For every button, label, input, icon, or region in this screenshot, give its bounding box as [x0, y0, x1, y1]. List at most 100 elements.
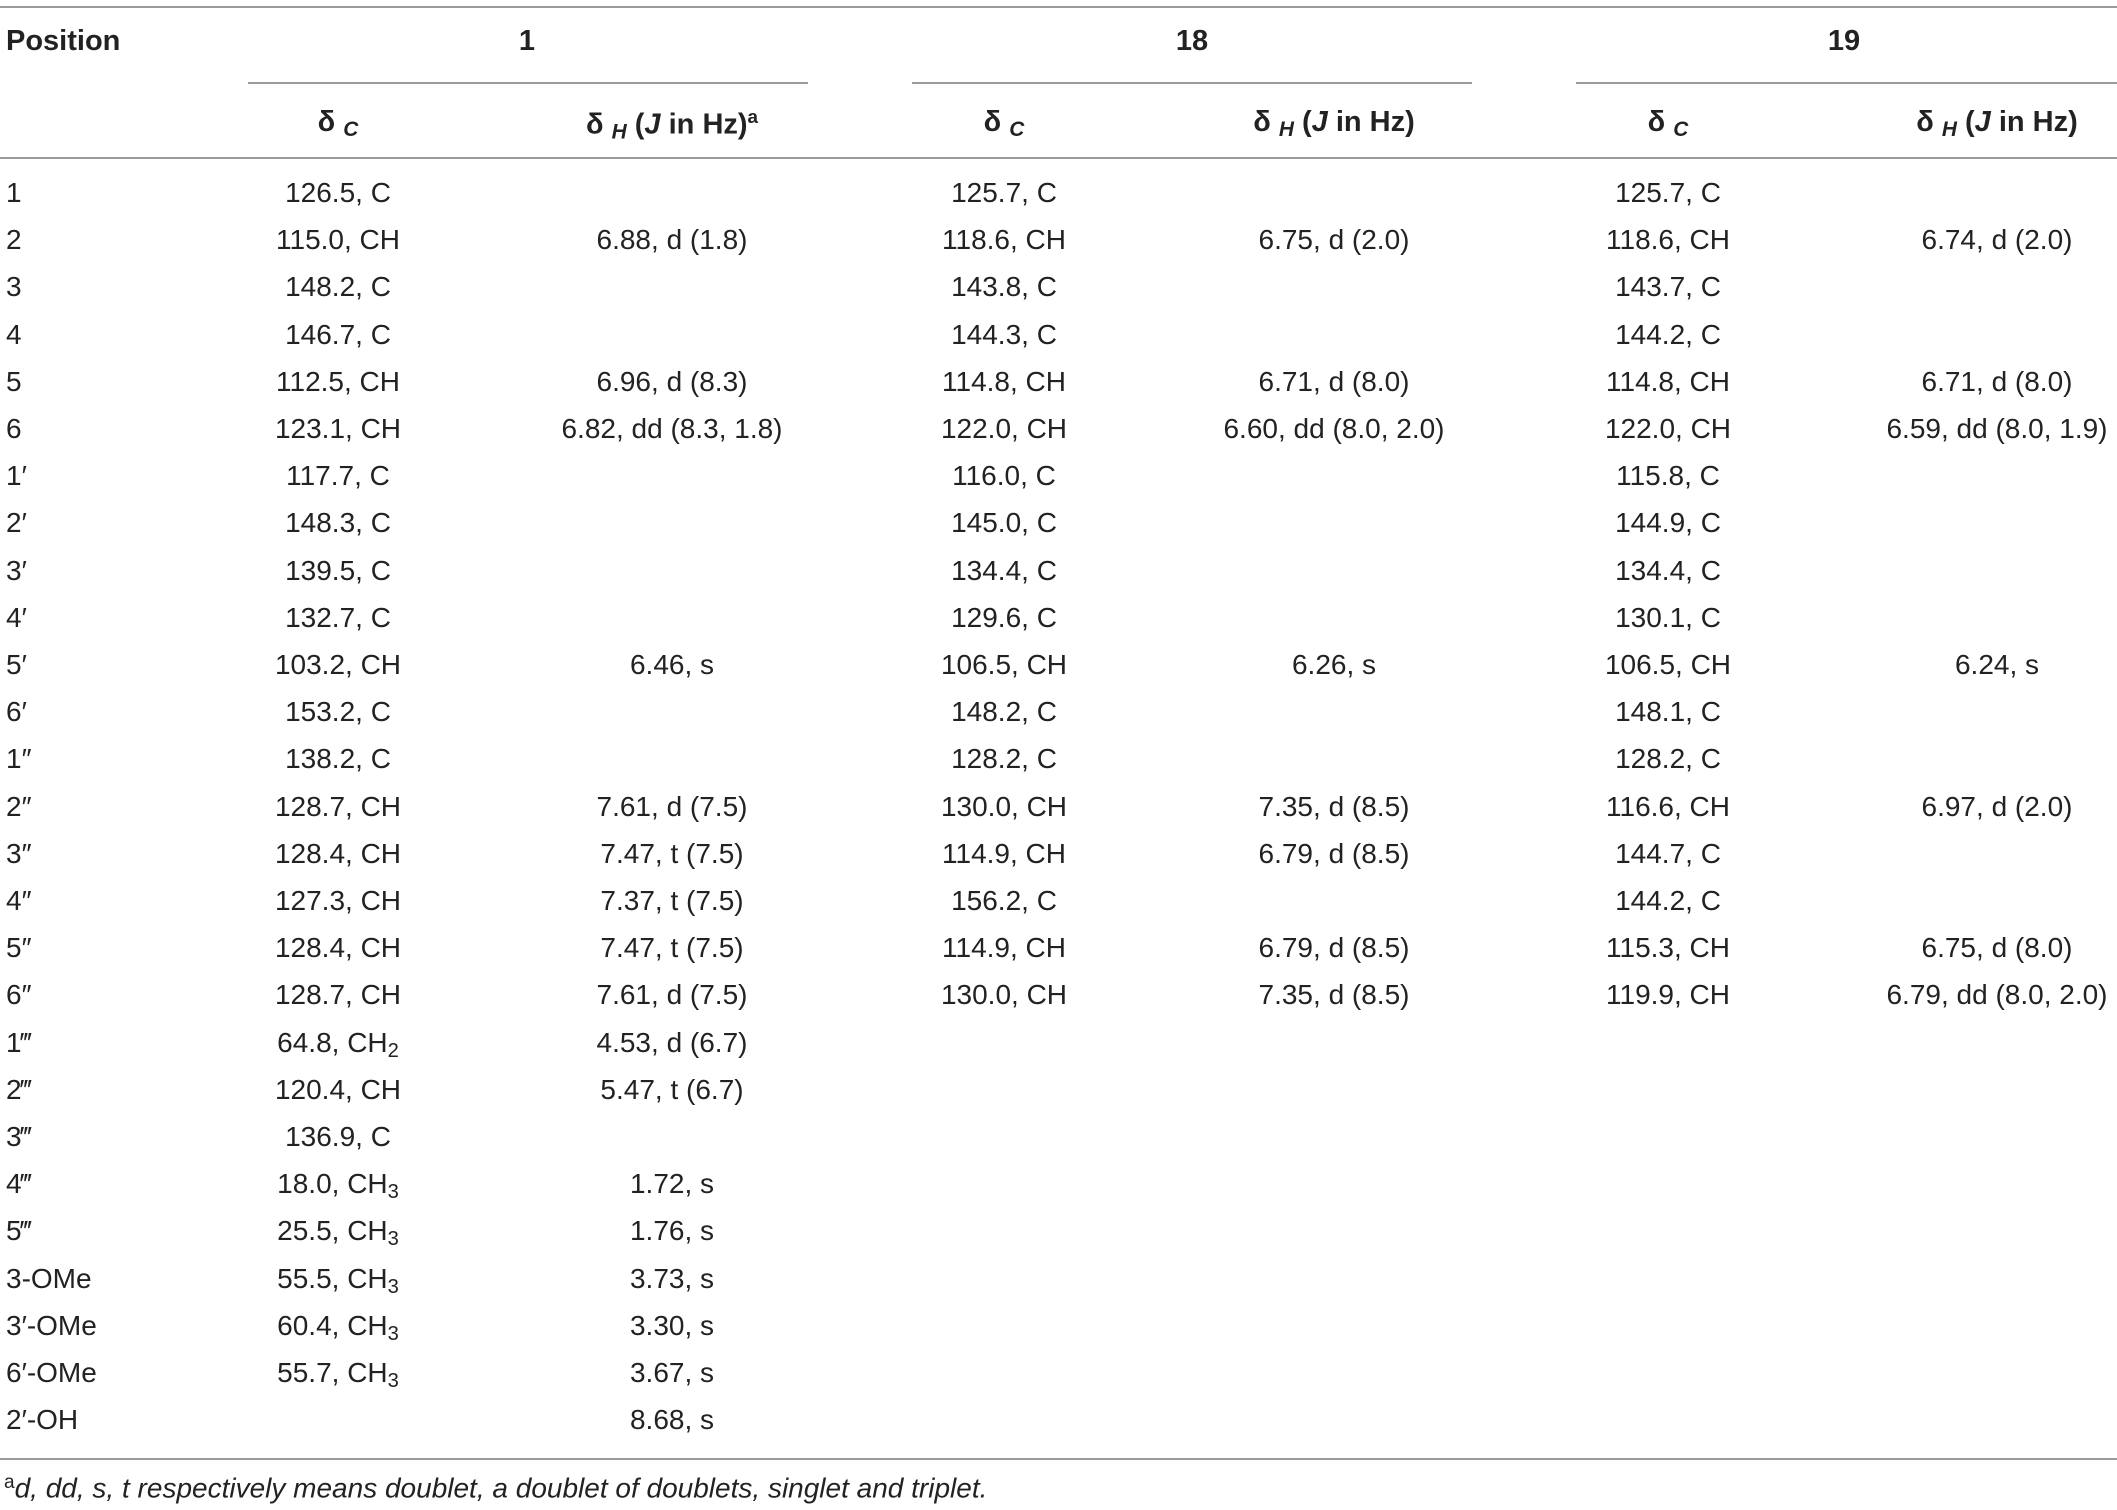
cell-delta-c: 115.8, C [1616, 460, 1720, 492]
cell-delta-h: 6.82, dd (8.3, 1.8) [561, 413, 783, 444]
cell-delta-c: 126.5, C [285, 177, 391, 208]
cell-delta-c: 143.8, C [951, 271, 1057, 303]
cell-delta-c: 114.9, CH [942, 932, 1066, 964]
cell-position: 6′-OMe [6, 1357, 97, 1388]
cell-delta-h: 6.88, d (1.8) [596, 224, 748, 256]
cell-position: 1′ [6, 460, 27, 492]
cell-delta-c: 116.6, CH [1606, 790, 1730, 822]
cell-delta-h: 6.74, d (2.0) [1921, 224, 2073, 256]
cell-delta-c: 139.5, C [285, 554, 391, 586]
cell-delta-c: 128.7, CH [274, 979, 402, 1011]
cell-delta-h: 7.61, d (7.5) [596, 790, 748, 822]
cell-delta-c: 143.7, C [1615, 271, 1721, 303]
cell-delta-h: 7.35, d (8.5) [1258, 979, 1410, 1011]
cell-delta-c: 125.7, C [1615, 177, 1721, 208]
table-row: 3″ 128.4, CH 7.47, t (7.5) 114.9, CH 6.79, d… [0, 831, 2117, 877]
cell-delta-c: 136.9, C [285, 1121, 391, 1152]
cell-position: 6 [6, 413, 22, 444]
table-row: 1″ 138.2, C 128.2, C 128.2, C [0, 736, 2117, 782]
cell-position: 5″ [6, 932, 32, 964]
table-row: 2″ 128.7, CH 7.61, d (7.5) 130.0, CH 7.35, d… [0, 784, 2117, 830]
cell-delta-c: 127.3, CH [274, 885, 402, 916]
cell-delta-c: 128.4, CH [274, 932, 402, 964]
cell-delta-h: 7.35, d (8.5) [1258, 790, 1410, 822]
cell-delta-h: 6.79, d (8.5) [1258, 837, 1410, 869]
cell-delta-h: 6.97, d (2.0) [1921, 790, 2073, 822]
cell-delta-c: 129.6, C [951, 601, 1057, 633]
cell-delta-c: 123.1, CH [274, 413, 402, 444]
cell-delta-c: 148.2, C [951, 696, 1057, 728]
cell-delta-h: 7.47, t (7.5) [600, 837, 744, 869]
table-row: 3 148.2, C 143.8, C 143.7, C [0, 264, 2117, 310]
footnote: ad, dd, s, t respectively means doublet,… [4, 1472, 987, 1505]
cell-position: 3′ [6, 554, 27, 586]
cell-delta-h: 8.68, s [629, 1404, 715, 1436]
cell-delta-c: 117.7, C [286, 460, 390, 492]
cell-delta-h: 5.47, t (6.7) [600, 1073, 744, 1105]
cell-position: 5′ [6, 649, 27, 680]
cell-delta-h: 6.24, s [1954, 649, 2040, 680]
subheader-delta-c: δ C [317, 106, 359, 142]
table-row: 3′ 139.5, C 134.4, C 134.4, C [0, 548, 2117, 594]
cell-delta-h: 6.75, d (2.0) [1258, 224, 1410, 256]
cell-delta-h: 6.71, d (8.0) [1921, 365, 2073, 397]
cell-delta-h: 6.75, d (8.0) [1921, 932, 2073, 964]
cell-position: 4‴ [6, 1168, 32, 1200]
cell-delta-c: 148.2, C [285, 271, 391, 303]
cell-position: 2 [6, 224, 22, 256]
table-row: 5″ 128.4, CH 7.47, t (7.5) 114.9, CH 6.79, d… [0, 925, 2117, 971]
cell-delta-c: 115.0, CH [276, 224, 400, 256]
cell-delta-c: 138.2, C [285, 743, 391, 775]
cell-delta-h: 7.47, t (7.5) [600, 932, 744, 964]
cell-delta-c: 106.5, CH [940, 649, 1068, 680]
cell-delta-h: 3.73, s [629, 1262, 715, 1294]
cell-delta-c: 128.2, C [1615, 743, 1721, 775]
table-row: 5 112.5, CH 6.96, d (8.3) 114.8, CH 6.71, d … [0, 359, 2117, 405]
group-19-rule [1576, 82, 2117, 84]
cell-delta-c: 106.5, CH [1604, 649, 1732, 680]
table-row: 3‴ 136.9, C [0, 1114, 2117, 1160]
cell-delta-h: 1.76, s [629, 1215, 715, 1247]
table-row: 6 123.1, CH 6.82, dd (8.3, 1.8) 122.0, CH 6.… [0, 406, 2117, 452]
cell-delta-c: 114.8, CH [1606, 365, 1730, 397]
cell-delta-h: 1.72, s [629, 1168, 715, 1200]
cell-delta-c: 148.3, C [285, 507, 391, 539]
table-row: 6′ 153.2, C 148.2, C 148.1, C [0, 689, 2117, 735]
cell-delta-c: 144.9, C [1615, 507, 1721, 539]
table-row: 6′-OMe 55.7, CH3 3.67, s [0, 1350, 2117, 1396]
cell-delta-c: 156.2, C [951, 885, 1057, 916]
cell-delta-h: 3.67, s [629, 1357, 715, 1388]
table-row: 4‴ 18.0, CH3 1.72, s [0, 1161, 2117, 1207]
cell-position: 1‴ [6, 1026, 32, 1058]
footnote-text: d, dd, s, t respectively means doublet, … [14, 1472, 988, 1504]
cell-delta-c: 130.1, C [1615, 601, 1721, 633]
cell-position: 5‴ [6, 1215, 32, 1247]
cell-delta-c: 115.3, CH [1606, 932, 1730, 964]
cell-delta-c: 148.1, C [1615, 696, 1721, 728]
cell-delta-c: 103.2, CH [274, 649, 402, 680]
table-top-rule [0, 6, 2117, 8]
cell-position: 4′ [6, 601, 27, 633]
cell-position: 2′ [6, 507, 27, 539]
cell-position: 4″ [6, 885, 32, 916]
subheader-delta-c: δ C [1647, 106, 1689, 142]
cell-position: 3′-OMe [6, 1309, 97, 1341]
cell-delta-h: 6.79, dd (8.0, 2.0) [1886, 979, 2108, 1011]
cell-delta-h: 6.79, d (8.5) [1258, 932, 1410, 964]
cell-delta-c: 25.5, CH3 [277, 1215, 399, 1251]
cell-delta-c: 144.7, C [1615, 837, 1721, 869]
cell-delta-c: 145.0, C [951, 507, 1057, 539]
cell-position: 1″ [6, 743, 32, 775]
cell-delta-c: 134.4, C [1615, 554, 1721, 586]
table-row: 6″ 128.7, CH 7.61, d (7.5) 130.0, CH 7.35, d… [0, 972, 2117, 1018]
cell-position: 3-OMe [6, 1262, 92, 1294]
subheader-delta-h: δ H (J in Hz) [1253, 106, 1415, 142]
cell-delta-c: 112.5, CH [276, 365, 400, 397]
cell-delta-c: 55.5, CH3 [277, 1262, 399, 1298]
footnote-mark: a [4, 1472, 15, 1493]
cell-delta-c: 60.4, CH3 [277, 1309, 399, 1345]
subheader-delta-h: δ H (J in Hz)a [585, 106, 759, 144]
cell-position: 2″ [6, 790, 32, 822]
cell-delta-c: 130.0, CH [940, 790, 1068, 822]
cell-delta-c: 114.8, CH [942, 365, 1066, 397]
